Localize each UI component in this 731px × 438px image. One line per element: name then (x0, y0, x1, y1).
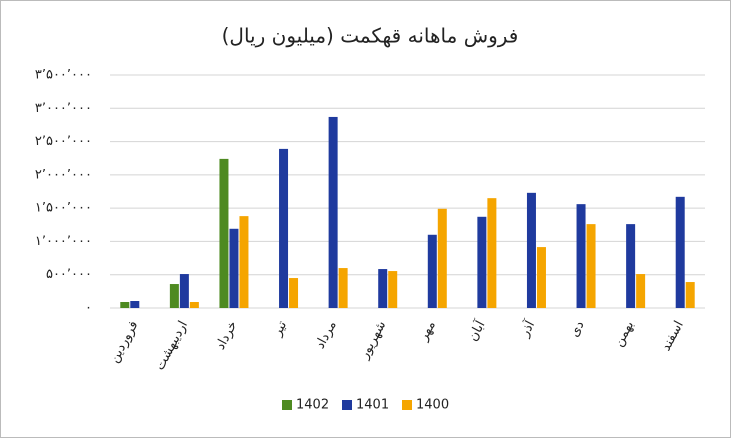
bar (169, 284, 179, 308)
x-tick-label: دی (567, 318, 588, 339)
legend-label: 1401 (356, 398, 389, 413)
y-tick-label: ۲٬۰۰۰٬۰۰۰ (35, 167, 92, 182)
bar (685, 282, 695, 308)
bar (388, 271, 398, 308)
bar (120, 302, 130, 308)
legend-swatch (402, 400, 412, 410)
bar (229, 228, 239, 308)
bar (130, 301, 140, 308)
bar (526, 192, 536, 308)
y-tick-label: ۵۰۰٬۰۰۰ (46, 267, 92, 282)
bar (576, 204, 586, 308)
bar (477, 216, 487, 308)
y-tick-label: ۰ (85, 301, 92, 316)
bar (427, 234, 437, 308)
bar (586, 224, 596, 308)
bar (328, 116, 338, 308)
legend-label: 1400 (416, 398, 449, 413)
bar (636, 274, 646, 308)
y-tick-label: ۱٬۰۰۰٬۰۰۰ (35, 234, 92, 249)
y-tick-label: ۳٬۰۰۰٬۰۰۰ (35, 101, 92, 116)
bar (675, 196, 685, 308)
bar (219, 158, 229, 308)
bar (239, 216, 249, 308)
legend-label: 1402 (296, 398, 329, 413)
bar (437, 208, 447, 308)
bar (536, 247, 546, 308)
legend-swatch (282, 400, 292, 410)
bar (179, 274, 189, 308)
bar (289, 278, 299, 308)
legend-swatch (342, 400, 352, 410)
bar (487, 198, 497, 308)
x-tick-label: تیر (270, 318, 291, 339)
chart-title: فروش ماهانه قهکمت (میلیون ریال) (222, 24, 519, 48)
y-tick-label: ۱٬۵۰۰٬۰۰۰ (35, 201, 92, 216)
bar (189, 302, 199, 308)
y-tick-label: ۲٬۵۰۰٬۰۰۰ (35, 134, 92, 149)
bar (378, 269, 388, 308)
y-tick-label: ۳٬۵۰۰٬۰۰۰ (35, 68, 92, 83)
bar (279, 148, 289, 308)
bar (338, 268, 348, 308)
bar (626, 224, 636, 308)
